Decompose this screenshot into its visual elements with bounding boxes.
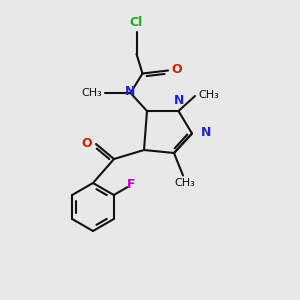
- Text: CH₃: CH₃: [174, 178, 195, 188]
- Text: O: O: [172, 63, 182, 76]
- Text: O: O: [82, 137, 92, 150]
- Text: CH₃: CH₃: [198, 90, 219, 100]
- Text: N: N: [200, 126, 211, 140]
- Text: N: N: [174, 94, 184, 107]
- Text: N: N: [125, 85, 136, 98]
- Text: CH₃: CH₃: [81, 88, 102, 98]
- Text: F: F: [127, 178, 135, 191]
- Text: Cl: Cl: [130, 16, 143, 29]
